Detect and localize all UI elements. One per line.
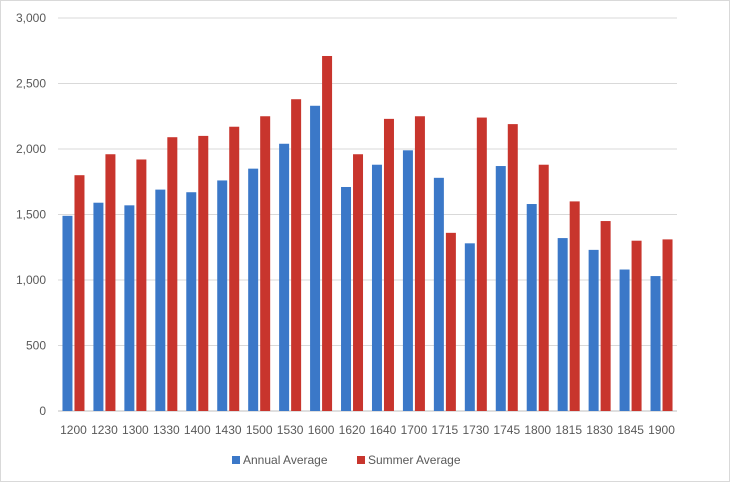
x-tick-label: 1730 — [462, 423, 489, 437]
y-tick-label: 3,000 — [16, 11, 46, 25]
bar-summer-average — [631, 240, 642, 411]
bar-summer-average — [229, 126, 240, 411]
bar-annual-average — [155, 189, 166, 411]
bar-annual-average — [619, 269, 630, 411]
bar-annual-average — [279, 143, 290, 411]
x-tick-label: 1330 — [153, 423, 180, 437]
bar-summer-average — [260, 116, 271, 411]
bar-annual-average — [557, 238, 568, 411]
x-tick-label: 1300 — [122, 423, 149, 437]
bar-summer-average — [322, 55, 333, 412]
x-tick-label: 1430 — [215, 423, 242, 437]
bar-summer-average — [662, 239, 673, 411]
x-tick-label: 1200 — [60, 423, 87, 437]
bar-summer-average — [569, 201, 580, 411]
bar-summer-average — [291, 99, 302, 411]
x-tick-label: 1700 — [401, 423, 428, 437]
bar-summer-average — [538, 164, 549, 411]
x-tick-label: 1900 — [648, 423, 675, 437]
legend-swatch-summer-average — [357, 456, 365, 464]
x-tick-label: 1845 — [617, 423, 644, 437]
bar-annual-average — [495, 166, 506, 411]
bar-annual-average — [186, 192, 197, 411]
bar-summer-average — [600, 221, 611, 411]
y-tick-label: 1,000 — [16, 273, 46, 287]
x-tick-label: 1500 — [246, 423, 273, 437]
bar-annual-average — [464, 243, 475, 411]
x-tick-label: 1745 — [493, 423, 520, 437]
legend: Annual Average Summer Average — [232, 453, 461, 467]
bar-summer-average — [414, 116, 425, 411]
bar-annual-average — [526, 204, 537, 411]
bar-summer-average — [383, 118, 394, 412]
bar-summer-average — [136, 159, 147, 411]
y-tick-label: 500 — [26, 339, 46, 353]
bar-annual-average — [402, 150, 413, 411]
bar-summer-average — [445, 232, 456, 411]
x-tick-label: 1230 — [91, 423, 118, 437]
bar-summer-average — [105, 154, 116, 412]
bar-annual-average — [433, 177, 444, 411]
bar-annual-average — [588, 249, 599, 411]
bar-annual-average — [650, 276, 661, 411]
bar-summer-average — [74, 175, 85, 411]
legend-label-annual-average: Annual Average — [243, 453, 328, 467]
bar-annual-average — [248, 168, 259, 411]
x-tick-label: 1600 — [308, 423, 335, 437]
legend-swatch-annual-average — [232, 456, 240, 464]
bar-annual-average — [93, 202, 104, 411]
x-tick-label: 1400 — [184, 423, 211, 437]
bar-summer-average — [507, 124, 518, 412]
x-tick-label: 1530 — [277, 423, 304, 437]
bar-annual-average — [124, 205, 135, 411]
y-tick-label: 1,500 — [16, 208, 46, 222]
y-axis-tick-labels: 0 500 1,000 1,500 2,000 2,500 3,000 — [16, 11, 46, 418]
x-tick-label: 1715 — [432, 423, 459, 437]
y-tick-label: 2,000 — [16, 142, 46, 156]
legend-label-summer-average: Summer Average — [368, 453, 461, 467]
x-axis-tick-labels: 1200 1230 1300 1330 1400 1430 1500 1530 1600 1620… — [60, 423, 675, 437]
bar-annual-average — [62, 215, 73, 411]
y-tick-label: 0 — [39, 404, 46, 418]
y-tick-label: 2,500 — [16, 77, 46, 91]
gridlines — [58, 17, 677, 412]
bar-summer-average — [476, 117, 487, 411]
x-tick-label: 1830 — [586, 423, 613, 437]
bar-summer-average — [167, 137, 178, 411]
x-tick-label: 1640 — [370, 423, 397, 437]
x-tick-label: 1800 — [524, 423, 551, 437]
bar-annual-average — [217, 180, 228, 411]
bar-summer-average — [353, 154, 364, 412]
x-tick-label: 1815 — [555, 423, 582, 437]
x-tick-label: 1620 — [339, 423, 366, 437]
bar-annual-average — [310, 105, 321, 412]
bar-summer-average — [198, 135, 209, 411]
bars — [62, 55, 673, 412]
bar-annual-average — [371, 164, 382, 411]
bar-annual-average — [341, 186, 352, 411]
